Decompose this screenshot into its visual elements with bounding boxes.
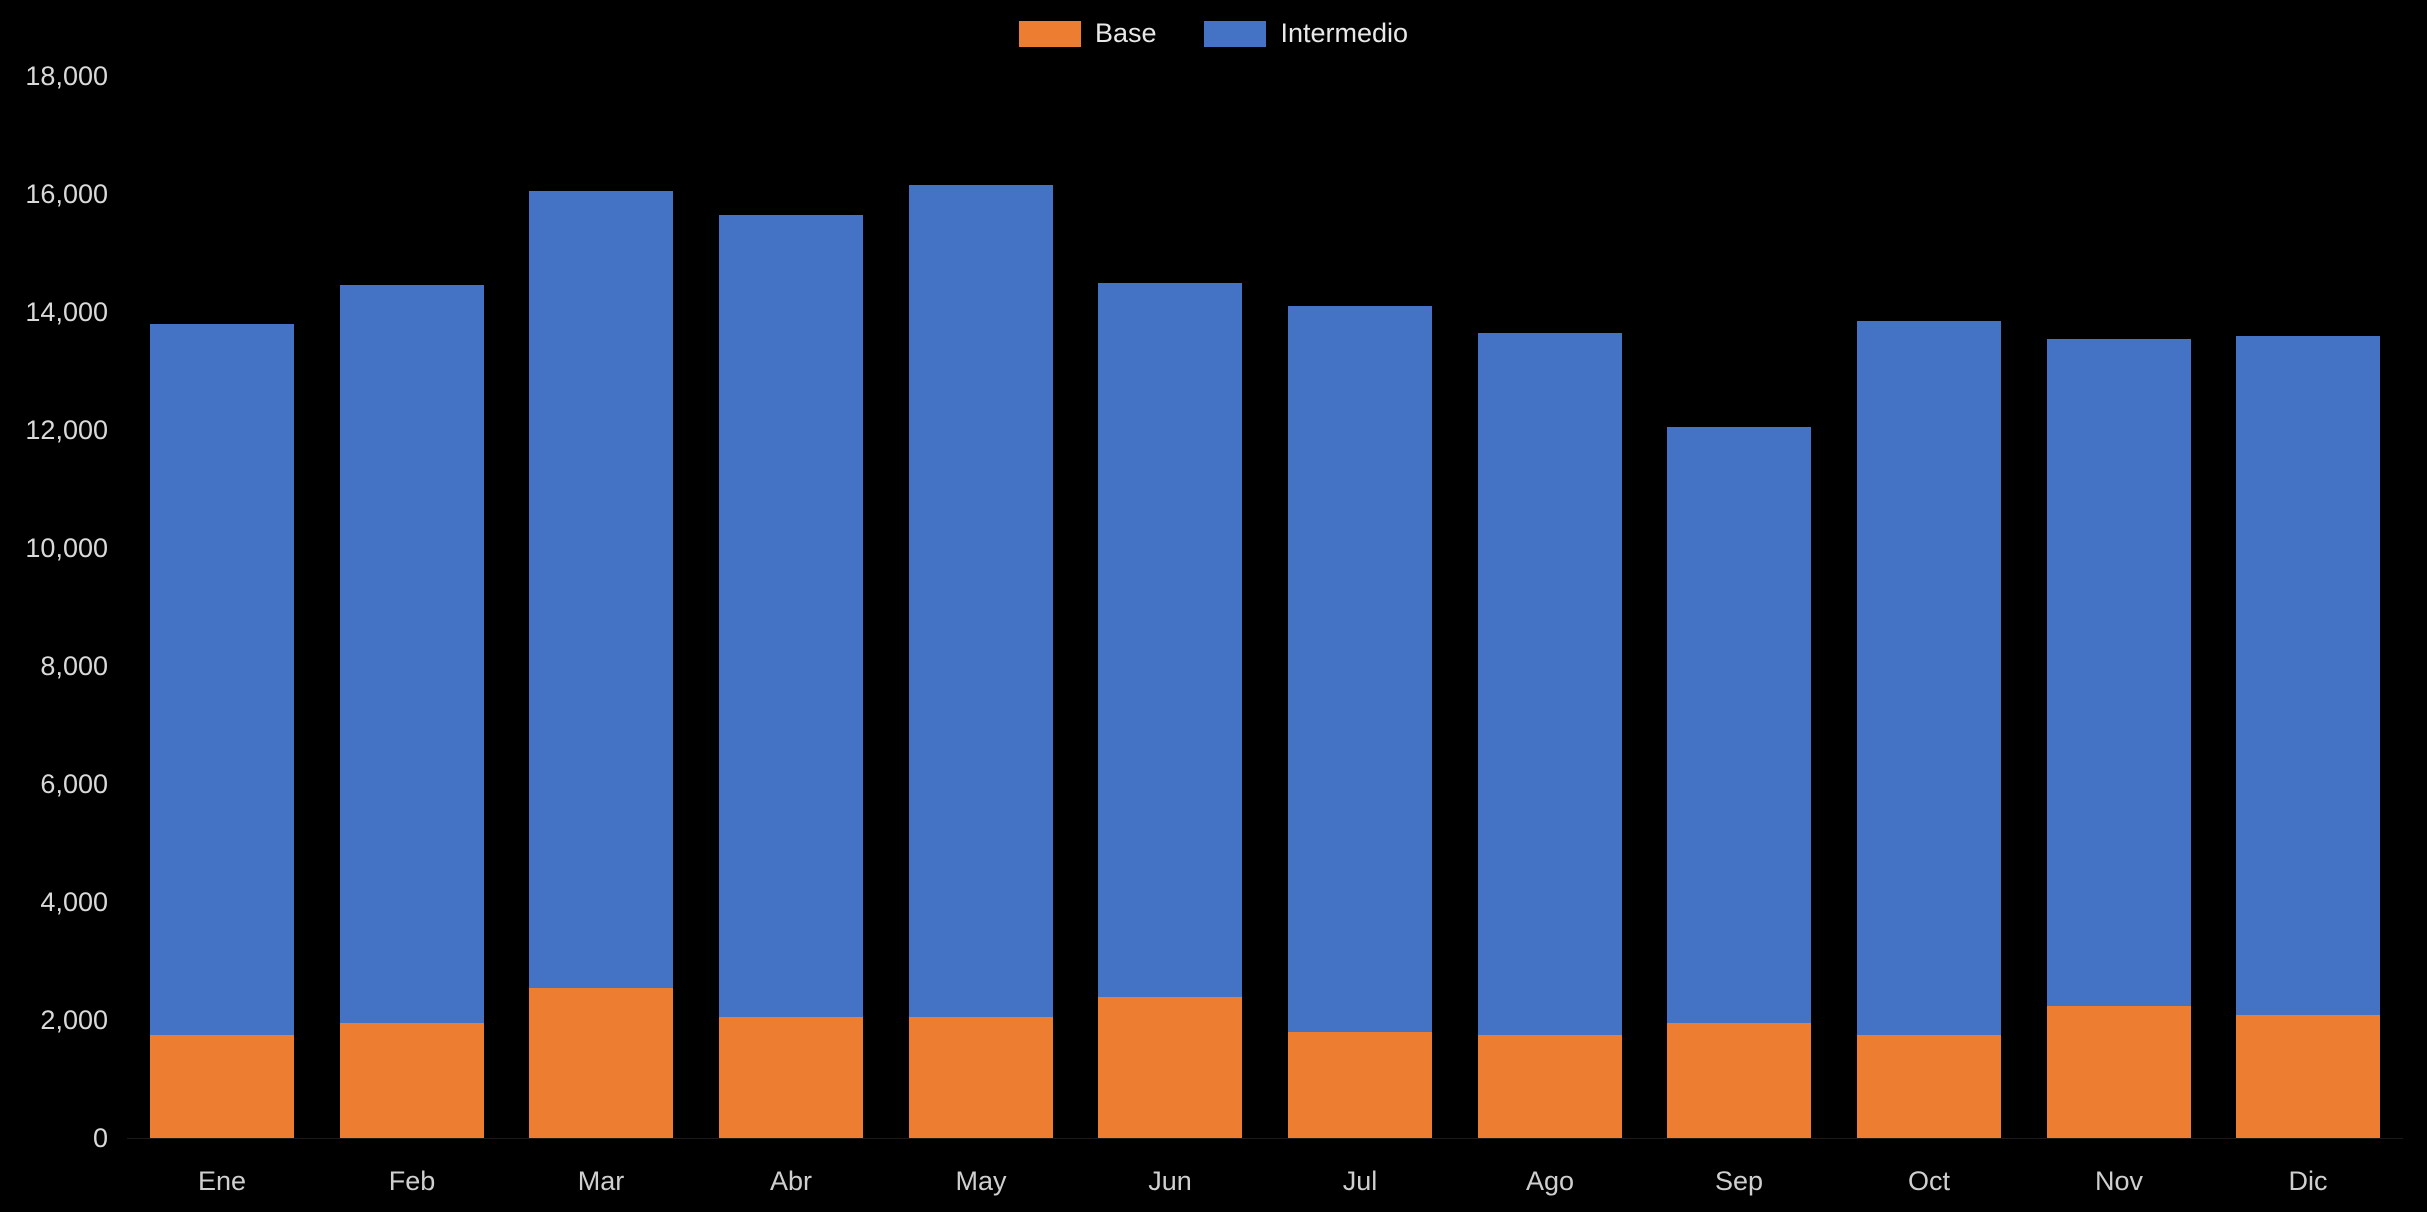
y-tick-label: 10,000 xyxy=(25,533,108,563)
x-tick-label-oct: Oct xyxy=(1907,1166,1950,1196)
bar-segment-base-feb xyxy=(340,1023,484,1138)
y-tick-label: 18,000 xyxy=(25,61,108,91)
x-tick-label-nov: Nov xyxy=(2094,1166,2143,1196)
legend: Base Intermedio xyxy=(0,18,2427,49)
bar-segment-base-jun xyxy=(1098,996,1242,1138)
bar-segment-intermedio-mar xyxy=(529,191,673,988)
y-tick-label: 4,000 xyxy=(40,887,108,917)
y-tick-label: 2,000 xyxy=(40,1005,108,1035)
bar-segment-base-ene xyxy=(150,1035,294,1138)
y-tick-label: 16,000 xyxy=(25,179,108,209)
bar-segment-base-dic xyxy=(2236,1014,2380,1138)
bar-segment-intermedio-dic xyxy=(2236,336,2380,1015)
bar-segment-base-abr xyxy=(719,1017,863,1138)
bar-segment-intermedio-oct xyxy=(1857,321,2001,1035)
legend-label: Base xyxy=(1094,18,1157,48)
x-tick-label-jul: Jul xyxy=(1342,1166,1378,1196)
bar-segment-base-ago xyxy=(1478,1035,1622,1138)
bar-segment-base-nov xyxy=(2047,1005,2191,1138)
x-tick-label-sep: Sep xyxy=(1714,1166,1764,1196)
bar-segment-intermedio-feb xyxy=(340,285,484,1023)
bar-segment-base-jul xyxy=(1288,1032,1432,1138)
legend-label: Intermedio xyxy=(1280,18,1409,48)
legend-swatch-intermedio xyxy=(1204,20,1267,47)
bar-segment-intermedio-jul xyxy=(1288,306,1432,1032)
x-tick-label-abr: Abr xyxy=(769,1166,813,1196)
x-tick-label-jun: Jun xyxy=(1148,1166,1192,1196)
x-tick-label-mar: Mar xyxy=(577,1166,625,1196)
bar-segment-intermedio-nov xyxy=(2047,339,2191,1006)
bar-segment-base-sep xyxy=(1667,1023,1811,1138)
y-tick-label: 14,000 xyxy=(25,297,108,327)
bar-segment-intermedio-may xyxy=(909,185,1053,1017)
y-tick-label: 0 xyxy=(92,1123,108,1153)
y-tick-label: 12,000 xyxy=(25,415,108,445)
legend-swatch-base xyxy=(1018,20,1081,47)
bar-segment-base-mar xyxy=(529,988,673,1138)
bar-segment-base-may xyxy=(909,1017,1053,1138)
x-tick-label-ene: Ene xyxy=(197,1166,247,1196)
x-tick-label-dic: Dic xyxy=(2288,1166,2328,1196)
x-axis-line xyxy=(127,1138,2403,1139)
bar-segment-intermedio-ago xyxy=(1478,333,1622,1035)
bar-segment-base-oct xyxy=(1857,1035,2001,1138)
x-tick-label-feb: Feb xyxy=(388,1166,436,1196)
bar-segment-intermedio-sep xyxy=(1667,427,1811,1023)
y-tick-label: 6,000 xyxy=(40,769,108,799)
legend-item-base: Base xyxy=(1018,18,1157,49)
y-tick-label: 8,000 xyxy=(40,651,108,681)
x-tick-label-may: May xyxy=(955,1166,1007,1196)
bar-segment-intermedio-abr xyxy=(719,215,863,1017)
x-tick-label-ago: Ago xyxy=(1525,1166,1575,1196)
legend-item-intermedio: Intermedio xyxy=(1204,18,1408,49)
bar-segment-intermedio-ene xyxy=(150,324,294,1035)
bar-segment-intermedio-jun xyxy=(1098,283,1242,997)
